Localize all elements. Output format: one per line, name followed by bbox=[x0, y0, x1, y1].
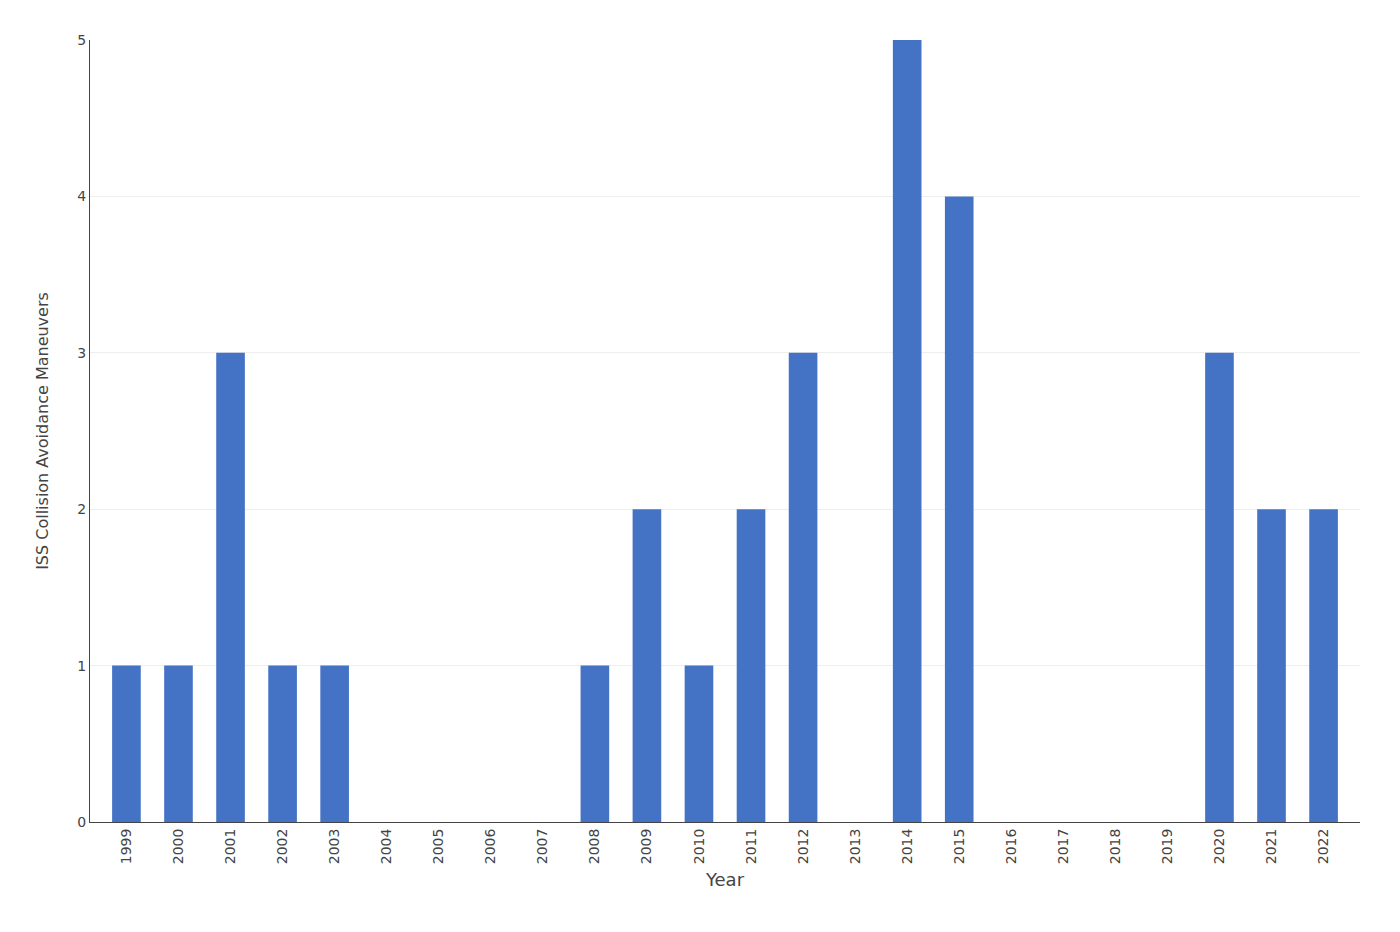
svg-text:2009: 2009 bbox=[638, 829, 654, 865]
svg-text:2000: 2000 bbox=[170, 829, 186, 865]
svg-text:2010: 2010 bbox=[691, 829, 707, 865]
svg-text:2019: 2019 bbox=[1159, 829, 1175, 865]
svg-text:5: 5 bbox=[77, 32, 86, 48]
svg-text:2020: 2020 bbox=[1211, 829, 1227, 865]
svg-text:2011: 2011 bbox=[743, 829, 759, 865]
svg-text:3: 3 bbox=[77, 345, 86, 361]
svg-text:2008: 2008 bbox=[586, 829, 602, 865]
svg-text:2017: 2017 bbox=[1055, 829, 1071, 865]
svg-text:2022: 2022 bbox=[1315, 829, 1331, 865]
svg-text:2004: 2004 bbox=[378, 829, 394, 865]
svg-text:Year: Year bbox=[705, 869, 745, 890]
svg-text:2006: 2006 bbox=[482, 829, 498, 865]
svg-text:2002: 2002 bbox=[274, 829, 290, 865]
svg-text:2001: 2001 bbox=[222, 829, 238, 865]
svg-text:2005: 2005 bbox=[430, 829, 446, 865]
svg-text:4: 4 bbox=[77, 188, 86, 204]
svg-text:2016: 2016 bbox=[1003, 829, 1019, 865]
svg-text:2015: 2015 bbox=[951, 829, 967, 865]
svg-text:2: 2 bbox=[77, 501, 86, 517]
svg-text:1999: 1999 bbox=[118, 829, 134, 865]
svg-text:2018: 2018 bbox=[1107, 829, 1123, 865]
svg-text:2013: 2013 bbox=[847, 829, 863, 865]
svg-text:1: 1 bbox=[77, 658, 86, 674]
svg-text:2003: 2003 bbox=[326, 829, 342, 865]
svg-text:2014: 2014 bbox=[899, 829, 915, 865]
svg-text:2021: 2021 bbox=[1263, 829, 1279, 865]
svg-text:ISS Collision Avoidance Maneuv: ISS Collision Avoidance Maneuvers bbox=[33, 292, 52, 570]
svg-text:0: 0 bbox=[77, 814, 86, 830]
svg-text:2012: 2012 bbox=[795, 829, 811, 865]
svg-text:2007: 2007 bbox=[534, 829, 550, 865]
